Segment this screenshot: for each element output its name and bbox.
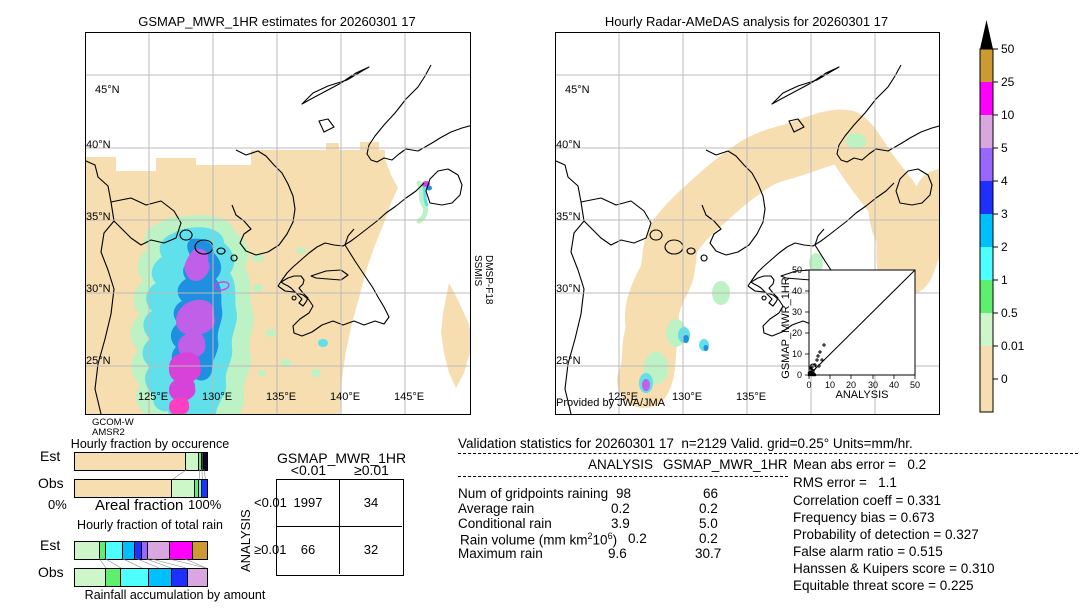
- svg-text:0: 0: [806, 380, 811, 390]
- svg-text:20: 20: [792, 328, 802, 338]
- svg-text:50: 50: [792, 265, 802, 275]
- svg-text:0.01: 0.01: [1001, 339, 1025, 353]
- svg-text:10: 10: [825, 380, 835, 390]
- svg-text:ANALYSIS: ANALYSIS: [836, 389, 889, 401]
- svg-text:25: 25: [1001, 75, 1015, 89]
- svg-text:GSMAP_MWR_1HR: GSMAP_MWR_1HR: [780, 277, 792, 379]
- svg-text:1: 1: [1001, 273, 1008, 287]
- svg-text:50: 50: [910, 380, 920, 390]
- svg-text:50: 50: [1001, 42, 1015, 56]
- svg-text:0.5: 0.5: [1001, 306, 1018, 320]
- svg-text:2: 2: [1001, 240, 1008, 254]
- svg-text:0: 0: [797, 370, 802, 380]
- svg-text:40: 40: [889, 380, 899, 390]
- svg-text:5: 5: [1001, 141, 1008, 155]
- svg-text:40: 40: [792, 286, 802, 296]
- svg-text:10: 10: [1001, 108, 1015, 122]
- svg-text:30: 30: [792, 307, 802, 317]
- svg-text:4: 4: [1001, 174, 1008, 188]
- svg-text:0: 0: [1001, 372, 1008, 386]
- svg-text:3: 3: [1001, 207, 1008, 221]
- svg-text:10: 10: [792, 349, 802, 359]
